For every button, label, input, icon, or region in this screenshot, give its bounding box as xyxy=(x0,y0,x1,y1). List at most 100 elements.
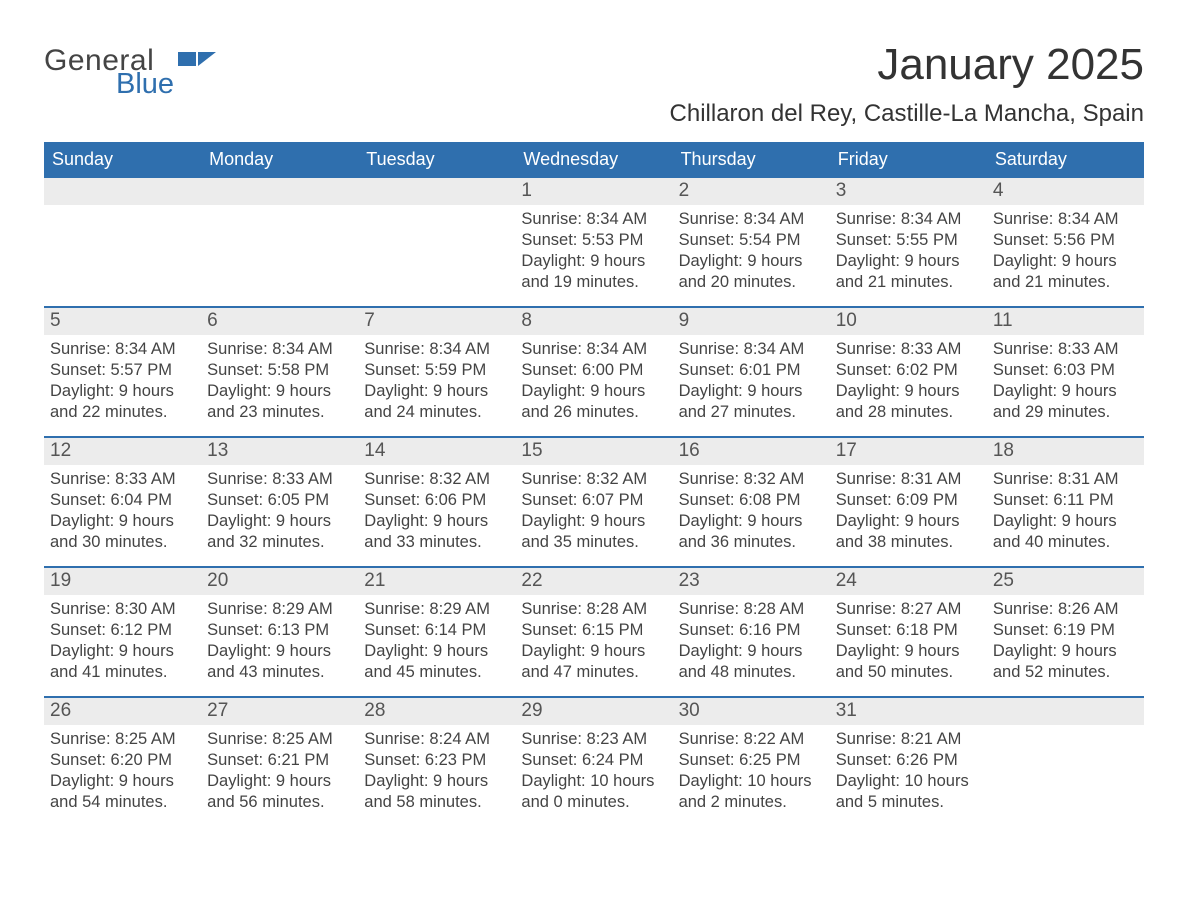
daylight-text: Daylight: 10 hours and 0 minutes. xyxy=(521,771,666,813)
sunrise-text: Sunrise: 8:27 AM xyxy=(836,599,981,620)
sunrise-text: Sunrise: 8:32 AM xyxy=(521,469,666,490)
title-block: January 2025 Chillaron del Rey, Castille… xyxy=(670,40,1144,128)
daylight-text: Daylight: 9 hours and 30 minutes. xyxy=(50,511,195,553)
daylight-text: Daylight: 9 hours and 35 minutes. xyxy=(521,511,666,553)
day-cell xyxy=(358,178,515,306)
day-number: 5 xyxy=(44,308,201,335)
sunset-text: Sunset: 6:24 PM xyxy=(521,750,666,771)
sunrise-text: Sunrise: 8:34 AM xyxy=(679,209,824,230)
sunset-text: Sunset: 5:58 PM xyxy=(207,360,352,381)
day-body: Sunrise: 8:21 AMSunset: 6:26 PMDaylight:… xyxy=(830,725,987,819)
day-cell: 15Sunrise: 8:32 AMSunset: 6:07 PMDayligh… xyxy=(515,438,672,566)
day-body: Sunrise: 8:29 AMSunset: 6:13 PMDaylight:… xyxy=(201,595,358,689)
daylight-text: Daylight: 9 hours and 38 minutes. xyxy=(836,511,981,553)
daylight-text: Daylight: 9 hours and 56 minutes. xyxy=(207,771,352,813)
day-cell: 14Sunrise: 8:32 AMSunset: 6:06 PMDayligh… xyxy=(358,438,515,566)
sunset-text: Sunset: 6:12 PM xyxy=(50,620,195,641)
sunrise-text: Sunrise: 8:34 AM xyxy=(521,209,666,230)
day-cell: 7Sunrise: 8:34 AMSunset: 5:59 PMDaylight… xyxy=(358,308,515,436)
day-number: 1 xyxy=(515,178,672,205)
day-number-empty xyxy=(44,178,201,205)
day-number: 21 xyxy=(358,568,515,595)
day-body: Sunrise: 8:27 AMSunset: 6:18 PMDaylight:… xyxy=(830,595,987,689)
day-number: 16 xyxy=(673,438,830,465)
header: General Blue January 2025 Chillaron del … xyxy=(44,40,1144,128)
weekday-cell: Sunday xyxy=(44,142,201,178)
sunset-text: Sunset: 6:13 PM xyxy=(207,620,352,641)
sunset-text: Sunset: 6:02 PM xyxy=(836,360,981,381)
sunrise-text: Sunrise: 8:34 AM xyxy=(207,339,352,360)
day-body: Sunrise: 8:34 AMSunset: 6:00 PMDaylight:… xyxy=(515,335,672,429)
day-number: 18 xyxy=(987,438,1144,465)
daylight-text: Daylight: 9 hours and 50 minutes. xyxy=(836,641,981,683)
sunrise-text: Sunrise: 8:33 AM xyxy=(993,339,1138,360)
day-cell: 8Sunrise: 8:34 AMSunset: 6:00 PMDaylight… xyxy=(515,308,672,436)
day-number: 14 xyxy=(358,438,515,465)
daylight-text: Daylight: 9 hours and 52 minutes. xyxy=(993,641,1138,683)
daylight-text: Daylight: 9 hours and 28 minutes. xyxy=(836,381,981,423)
day-number: 22 xyxy=(515,568,672,595)
day-cell xyxy=(44,178,201,306)
day-cell: 12Sunrise: 8:33 AMSunset: 6:04 PMDayligh… xyxy=(44,438,201,566)
day-cell: 21Sunrise: 8:29 AMSunset: 6:14 PMDayligh… xyxy=(358,568,515,696)
day-body: Sunrise: 8:34 AMSunset: 5:53 PMDaylight:… xyxy=(515,205,672,299)
calendar-page: General Blue January 2025 Chillaron del … xyxy=(0,0,1188,866)
sunrise-text: Sunrise: 8:24 AM xyxy=(364,729,509,750)
month-title: January 2025 xyxy=(670,40,1144,90)
daylight-text: Daylight: 9 hours and 29 minutes. xyxy=(993,381,1138,423)
day-cell: 22Sunrise: 8:28 AMSunset: 6:15 PMDayligh… xyxy=(515,568,672,696)
weekday-cell: Thursday xyxy=(673,142,830,178)
daylight-text: Daylight: 9 hours and 47 minutes. xyxy=(521,641,666,683)
day-body: Sunrise: 8:25 AMSunset: 6:20 PMDaylight:… xyxy=(44,725,201,819)
sunrise-text: Sunrise: 8:29 AM xyxy=(364,599,509,620)
sunset-text: Sunset: 6:09 PM xyxy=(836,490,981,511)
brand-logo: General Blue xyxy=(44,40,216,99)
sunrise-text: Sunrise: 8:32 AM xyxy=(364,469,509,490)
day-body: Sunrise: 8:31 AMSunset: 6:09 PMDaylight:… xyxy=(830,465,987,559)
sunset-text: Sunset: 6:19 PM xyxy=(993,620,1138,641)
sunset-text: Sunset: 5:54 PM xyxy=(679,230,824,251)
daylight-text: Daylight: 9 hours and 26 minutes. xyxy=(521,381,666,423)
day-number: 25 xyxy=(987,568,1144,595)
day-body: Sunrise: 8:33 AMSunset: 6:03 PMDaylight:… xyxy=(987,335,1144,429)
day-body: Sunrise: 8:34 AMSunset: 5:58 PMDaylight:… xyxy=(201,335,358,429)
day-body: Sunrise: 8:31 AMSunset: 6:11 PMDaylight:… xyxy=(987,465,1144,559)
sunset-text: Sunset: 6:08 PM xyxy=(679,490,824,511)
weekday-cell: Wednesday xyxy=(515,142,672,178)
day-number: 31 xyxy=(830,698,987,725)
day-cell: 19Sunrise: 8:30 AMSunset: 6:12 PMDayligh… xyxy=(44,568,201,696)
weeks-container: 1Sunrise: 8:34 AMSunset: 5:53 PMDaylight… xyxy=(44,178,1144,826)
week-row: 19Sunrise: 8:30 AMSunset: 6:12 PMDayligh… xyxy=(44,566,1144,696)
day-number: 11 xyxy=(987,308,1144,335)
sunset-text: Sunset: 6:11 PM xyxy=(993,490,1138,511)
sunset-text: Sunset: 5:53 PM xyxy=(521,230,666,251)
weekday-cell: Monday xyxy=(201,142,358,178)
sunset-text: Sunset: 6:15 PM xyxy=(521,620,666,641)
sunset-text: Sunset: 5:55 PM xyxy=(836,230,981,251)
day-cell: 3Sunrise: 8:34 AMSunset: 5:55 PMDaylight… xyxy=(830,178,987,306)
day-cell: 29Sunrise: 8:23 AMSunset: 6:24 PMDayligh… xyxy=(515,698,672,826)
daylight-text: Daylight: 10 hours and 5 minutes. xyxy=(836,771,981,813)
day-body: Sunrise: 8:30 AMSunset: 6:12 PMDaylight:… xyxy=(44,595,201,689)
day-number: 19 xyxy=(44,568,201,595)
sunrise-text: Sunrise: 8:28 AM xyxy=(679,599,824,620)
sunrise-text: Sunrise: 8:34 AM xyxy=(993,209,1138,230)
day-cell: 10Sunrise: 8:33 AMSunset: 6:02 PMDayligh… xyxy=(830,308,987,436)
sunrise-text: Sunrise: 8:33 AM xyxy=(50,469,195,490)
location: Chillaron del Rey, Castille-La Mancha, S… xyxy=(670,100,1144,128)
sunset-text: Sunset: 6:06 PM xyxy=(364,490,509,511)
sunset-text: Sunset: 6:05 PM xyxy=(207,490,352,511)
day-body: Sunrise: 8:28 AMSunset: 6:15 PMDaylight:… xyxy=(515,595,672,689)
sunrise-text: Sunrise: 8:21 AM xyxy=(836,729,981,750)
sunset-text: Sunset: 6:21 PM xyxy=(207,750,352,771)
day-body: Sunrise: 8:34 AMSunset: 5:55 PMDaylight:… xyxy=(830,205,987,299)
day-number: 8 xyxy=(515,308,672,335)
day-body: Sunrise: 8:34 AMSunset: 5:59 PMDaylight:… xyxy=(358,335,515,429)
day-number-empty xyxy=(201,178,358,205)
day-number: 3 xyxy=(830,178,987,205)
sunrise-text: Sunrise: 8:25 AM xyxy=(207,729,352,750)
sunrise-text: Sunrise: 8:23 AM xyxy=(521,729,666,750)
day-number: 23 xyxy=(673,568,830,595)
sunset-text: Sunset: 6:00 PM xyxy=(521,360,666,381)
sunset-text: Sunset: 6:23 PM xyxy=(364,750,509,771)
